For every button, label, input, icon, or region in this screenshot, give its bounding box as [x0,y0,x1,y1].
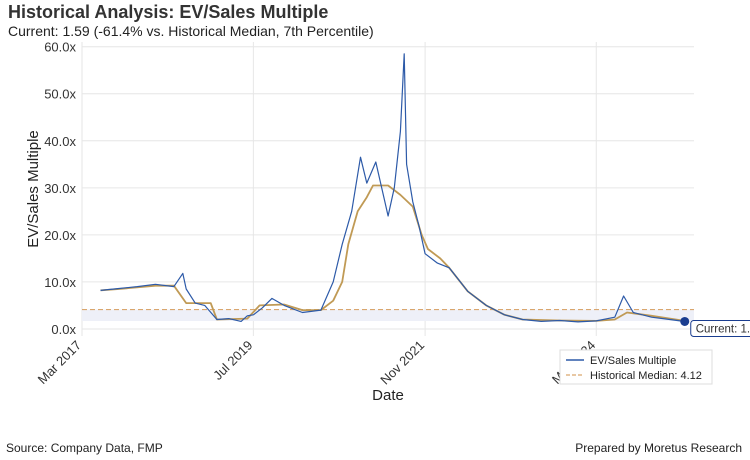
median-band [82,309,694,321]
chart-title: Historical Analysis: EV/Sales Multiple [8,2,329,22]
series-line-rolling [100,184,685,322]
current-marker [680,316,690,326]
y-tick-label: 0.0x [51,322,76,337]
x-tick-label: Jul 2019 [210,338,255,383]
y-tick-label: 20.0x [44,228,76,243]
legend: EV/Sales Multiple Historical Median: 4.1… [559,349,713,385]
source-note: Source: Company Data, FMP [6,441,163,455]
y-tick-label: 60.0x [44,40,76,55]
legend-label-series: EV/Sales Multiple [590,355,676,367]
y-tick-label: 30.0x [44,181,76,196]
grid [81,42,694,336]
x-axis-label: Date [372,387,404,404]
y-tick-labels: 0.0x 10.0x 20.0x 30.0x 40.0x 50.0x 60.0x [44,40,76,337]
y-axis-label: EV/Sales Multiple [25,130,42,248]
chart-subtitle: Current: 1.59 (-61.4% vs. Historical Med… [8,23,374,39]
current-callout-box [690,319,750,337]
series-layer [100,53,685,323]
current-callout-text: Current: 1.59x [696,323,750,335]
legend-box [559,349,713,385]
series-line-ev-sales [100,53,685,323]
current-callout: Current: 1.59x [690,319,750,337]
legend-label-median: Historical Median: 4.12 [590,370,702,382]
y-tick-label: 10.0x [44,275,76,290]
x-tick-label: Mar 2017 [35,338,84,387]
y-tick-label: 50.0x [44,87,76,102]
prepared-by-note: Prepared by Moretus Research [575,441,742,455]
y-tick-label: 40.0x [44,134,76,149]
x-tick-label: Nov 2021 [377,338,427,388]
